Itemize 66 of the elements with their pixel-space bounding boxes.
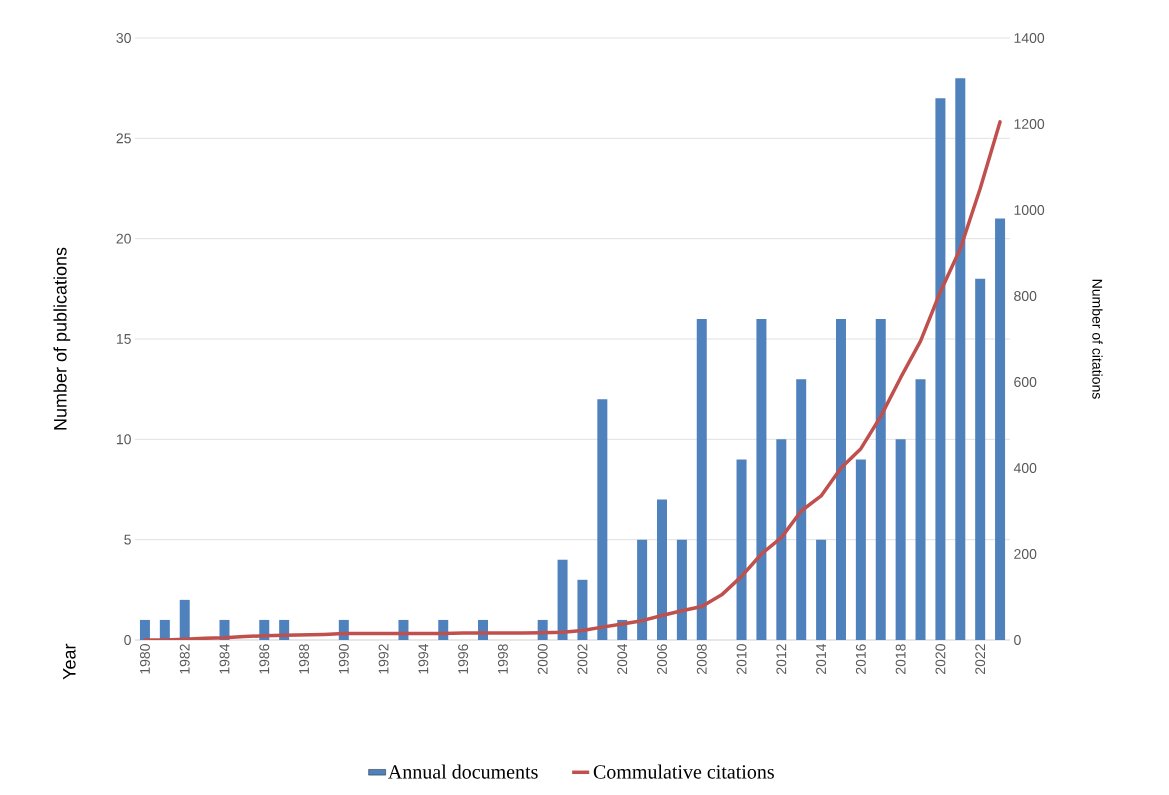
- x-tick-label: 1992: [378, 644, 389, 674]
- y2-tick-label: 1200: [1014, 119, 1045, 129]
- bar: [139, 619, 150, 640]
- legend-label: Annual documents: [388, 764, 538, 779]
- y-tick-label: 10: [116, 434, 131, 445]
- y2-tick-label: 600: [1014, 377, 1037, 387]
- y-tick-label: 20: [116, 233, 131, 244]
- y2-tick-label: 400: [1013, 463, 1037, 473]
- bar: [756, 318, 767, 640]
- x-tick-label: 2004: [617, 643, 628, 674]
- bar: [656, 499, 667, 640]
- bar: [637, 539, 648, 640]
- y-tick-label: 5: [124, 534, 131, 545]
- x-tick-label: 1986: [259, 644, 270, 674]
- y2-tick-label: 800: [1014, 291, 1037, 301]
- x-tick-label: 1982: [179, 644, 190, 674]
- x-tick-label: 1998: [497, 644, 508, 674]
- x-tick-label: 2018: [895, 644, 906, 674]
- bar: [816, 539, 827, 640]
- x-tick-label: 2008: [696, 644, 707, 674]
- bar: [855, 459, 866, 640]
- bar: [895, 439, 906, 640]
- y2-tick-label: 1400: [1014, 33, 1045, 43]
- bar: [557, 559, 568, 640]
- y-tick-label: 0: [124, 635, 131, 645]
- y-tick-label: 15: [116, 334, 131, 344]
- bar: [179, 599, 190, 640]
- legend-label: Commulative citations: [593, 764, 774, 779]
- x-tick-label: 1984: [219, 643, 230, 674]
- x-tick-label: 2022: [975, 644, 986, 674]
- y2-tick-label: 1000: [1014, 205, 1045, 215]
- x-tick-label: 2016: [855, 644, 866, 674]
- x-tick-label: 2020: [935, 644, 946, 674]
- bar: [935, 98, 946, 640]
- bar: [835, 318, 846, 640]
- x-tick-label: 2006: [657, 644, 667, 674]
- bar: [875, 318, 886, 640]
- x-tick-label: 2010: [736, 644, 747, 674]
- bar: [776, 439, 787, 640]
- y-tick-label: 25: [116, 133, 131, 144]
- x-tick-label: 2002: [577, 644, 588, 674]
- x-tick-label: 1994: [418, 643, 429, 674]
- x-tick-label: 1988: [299, 644, 309, 674]
- x-tick-label: 2012: [776, 644, 787, 674]
- bar: [597, 399, 608, 640]
- x-tick-label: 2014: [816, 643, 827, 674]
- x-tick-label: 1996: [458, 644, 469, 674]
- y-axis-title: Number of publications: [53, 247, 71, 430]
- bar: [676, 539, 687, 640]
- bar: [696, 318, 707, 640]
- y-tick-label: 30: [116, 33, 131, 43]
- bar: [159, 619, 170, 640]
- y2-tick-label: 0: [1014, 635, 1021, 645]
- y2-axis-title: Number of citations: [1092, 279, 1103, 399]
- y2-tick-label: 200: [1014, 549, 1037, 559]
- bar: [736, 459, 747, 640]
- x-tick-label: 2000: [537, 644, 548, 674]
- bar: [577, 579, 588, 640]
- bar: [975, 278, 986, 640]
- x-tick-label: 1980: [139, 644, 150, 674]
- bar: [915, 379, 926, 640]
- bar: [796, 379, 807, 640]
- x-tick-label: 1990: [338, 644, 349, 674]
- text: Year: [63, 643, 76, 680]
- bar: [955, 78, 966, 640]
- bar: [995, 218, 1006, 640]
